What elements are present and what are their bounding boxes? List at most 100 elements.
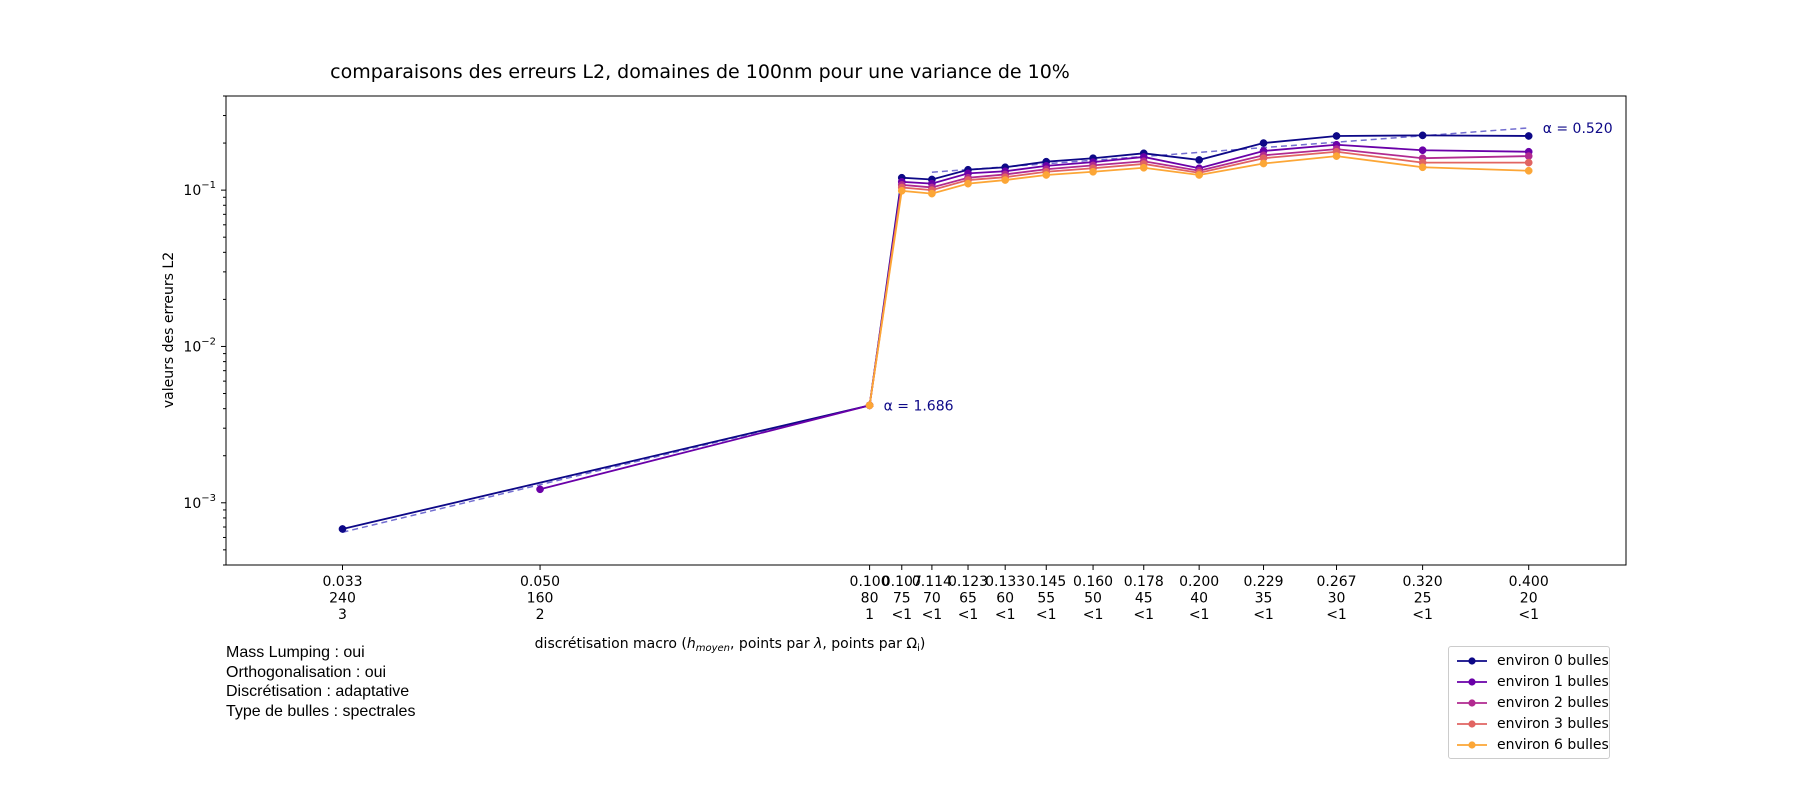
data-point [1332, 132, 1341, 140]
series-line [539, 143, 1529, 491]
legend: environ 0 bulles environ 1 bulles environ … [1448, 646, 1610, 759]
x-tick-label: <1 [1412, 607, 1433, 623]
x-tick-label: 20 [1520, 591, 1538, 607]
x-tick-label: <1 [1326, 607, 1347, 623]
x-tick-label: <1 [922, 607, 943, 623]
legend-swatch [1457, 677, 1487, 686]
x-tick-label: 75 [893, 591, 911, 607]
data-point [1524, 166, 1533, 175]
x-tick-label: 2 [536, 607, 545, 623]
x-tick-label: 0.267 [1316, 574, 1356, 590]
series-line [868, 155, 1529, 406]
x-tick-label: 45 [1135, 591, 1153, 607]
alpha-annotation: α = 0.520 [1543, 121, 1613, 137]
x-tick-label: <1 [958, 607, 979, 623]
data-point [897, 186, 906, 195]
legend-swatch [1457, 740, 1487, 749]
chart-title: comparaisons des erreurs L2, domaines de… [330, 61, 1070, 83]
legend-label: environ 2 bulles [1497, 694, 1609, 711]
plot-area [225, 95, 1627, 566]
x-tick-label: 0.133 [985, 574, 1025, 590]
data-point [1418, 163, 1427, 172]
data-point [1195, 171, 1204, 179]
x-tick-label: 80 [861, 591, 879, 607]
legend-item: environ 6 bulles [1449, 734, 1609, 755]
legend-item: environ 2 bulles [1449, 692, 1609, 713]
x-tick-label: <1 [1036, 607, 1057, 623]
data-point [1418, 131, 1427, 140]
info-bubble-type: Type de bulles : spectrales [226, 702, 416, 720]
x-tick-label: 240 [329, 591, 356, 607]
x-tick-label: 0.033 [322, 574, 362, 590]
x-tick-label: 0.123 [948, 574, 988, 590]
x-tick-label: 0.178 [1124, 574, 1164, 590]
legend-item: environ 3 bulles [1449, 713, 1609, 734]
x-tick-label: 0.160 [1073, 574, 1113, 590]
x-tick-label: 0.229 [1243, 574, 1283, 590]
x-tick-label: 65 [959, 591, 977, 607]
y-tick-label: 10−2 [183, 336, 216, 355]
x-tick-label: 0.050 [520, 574, 560, 590]
data-point [1524, 152, 1533, 160]
settings-info: Mass Lumping : oui Orthogonalisation : o… [226, 643, 415, 721]
legend-label: environ 6 bulles [1497, 736, 1609, 753]
data-point [1259, 159, 1268, 168]
plot-frame [225, 95, 1627, 566]
data-point [1042, 171, 1051, 179]
y-axis-label: valeurs des erreurs L2 [161, 252, 177, 408]
x-tick-label: 40 [1190, 591, 1208, 607]
data-point [1089, 167, 1097, 176]
data-point [536, 485, 544, 494]
legend-item: environ 1 bulles [1449, 671, 1609, 692]
data-point [928, 189, 936, 198]
series-line [868, 150, 1529, 406]
series-lines [338, 131, 1533, 533]
x-tick-label: <1 [1189, 607, 1210, 623]
legend-swatch [1457, 698, 1487, 707]
data-point [1332, 152, 1341, 160]
x-tick-label: 1 [865, 607, 874, 623]
x-tick-label: 0.320 [1403, 574, 1443, 590]
x-tick-label: 0.107 [882, 574, 922, 590]
info-mass-lumping: Mass Lumping : oui [226, 644, 365, 661]
x-tick-label: 55 [1037, 591, 1055, 607]
x-tick-label: 70 [923, 591, 941, 607]
x-tick-label: <1 [1083, 607, 1104, 623]
x-axis-label: discrétisation macro (hmoyen, points par… [535, 636, 926, 654]
data-point [338, 525, 347, 533]
data-point [1001, 176, 1010, 184]
legend-label: environ 3 bulles [1497, 715, 1609, 732]
info-orthogonalisation: Orthogonalisation : oui [226, 663, 387, 681]
x-tick-label: 0.100 [850, 574, 890, 590]
alpha-annotation: α = 1.686 [884, 398, 954, 414]
legend-item: environ 0 bulles [1449, 650, 1609, 671]
legend-swatch [1457, 656, 1487, 665]
series-line [868, 148, 1529, 406]
x-tick-label: <1 [995, 607, 1016, 623]
x-tick-label: 0.200 [1179, 574, 1219, 590]
x-tick-label: 160 [527, 591, 554, 607]
data-point [1195, 156, 1204, 164]
data-point [1418, 146, 1427, 155]
data-point [1259, 139, 1268, 147]
x-tick-label: 50 [1084, 591, 1102, 607]
y-tick-label: 10−1 [183, 180, 216, 199]
x-tick-label: 30 [1328, 591, 1346, 607]
data-point [865, 401, 874, 410]
data-point [1139, 163, 1148, 172]
x-tick-label: 0.145 [1026, 574, 1066, 590]
info-discretisation: Discrétisation : adaptative [226, 683, 410, 700]
data-point [1524, 132, 1533, 140]
x-tick-label: 0.400 [1509, 574, 1549, 590]
y-axis: 10−3 10−2 10−1 [183, 95, 226, 566]
y-tick-label: 10−3 [183, 493, 216, 512]
legend-label: environ 0 bulles [1497, 652, 1609, 669]
x-tick-label: <1 [1253, 607, 1274, 623]
legend-label: environ 1 bulles [1497, 673, 1609, 690]
x-tick-label: <1 [1518, 607, 1539, 623]
x-tick-label: 3 [338, 607, 347, 623]
x-tick-label: 0.114 [912, 574, 952, 590]
x-tick-label: <1 [1133, 607, 1154, 623]
